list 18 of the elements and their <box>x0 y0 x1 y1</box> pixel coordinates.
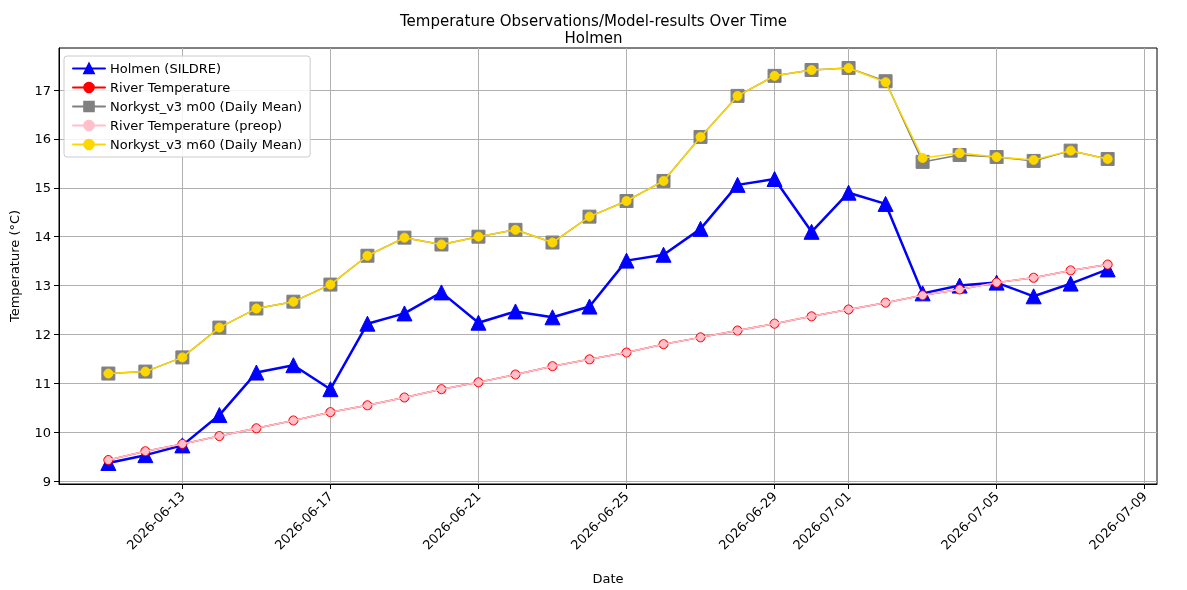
y-axis-title: Temperature (°C) <box>7 209 22 324</box>
legend-label: River Temperature (preop) <box>110 118 282 133</box>
y-tick-label: 10 <box>34 424 51 440</box>
y-tick-label: 11 <box>34 375 51 391</box>
y-tick-label: 17 <box>34 82 51 98</box>
y-tick-label: 13 <box>34 278 51 294</box>
legend-label: River Temperature <box>110 80 231 95</box>
y-tick-label: 12 <box>34 326 51 342</box>
y-tick-label: 14 <box>34 229 51 245</box>
legend-label: Norkyst_v3 m00 (Daily Mean) <box>110 99 303 114</box>
legend-label: Holmen (SILDRE) <box>110 61 222 76</box>
chart-subtitle: Holmen <box>564 28 623 47</box>
legend-label: Norkyst_v3 m60 (Daily Mean) <box>110 137 303 152</box>
x-axis-title: Date <box>592 571 624 586</box>
y-tick-label: 9 <box>42 473 51 489</box>
chart-title: Temperature Observations/Model-results Over Time <box>398 11 788 30</box>
y-tick-label: 15 <box>34 180 51 196</box>
y-tick-label: 16 <box>34 131 51 147</box>
